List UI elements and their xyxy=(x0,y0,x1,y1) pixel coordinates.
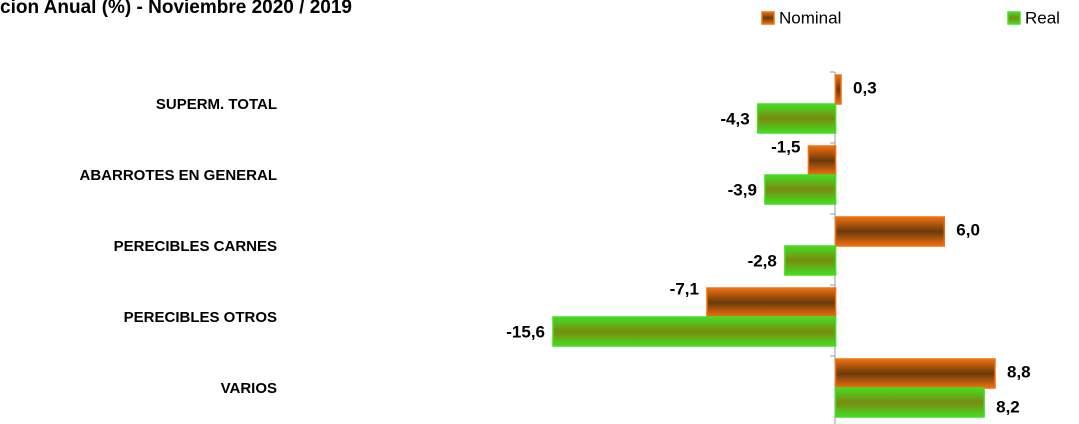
bar xyxy=(834,216,946,247)
bar xyxy=(756,103,837,134)
legend-swatch xyxy=(761,11,775,25)
data-label: -3,9 xyxy=(728,180,757,199)
data-label: -4,3 xyxy=(720,109,749,128)
chart-title: cion Anual (%) - Noviembre 2020 / 2019 xyxy=(0,0,352,18)
data-label: 6,0 xyxy=(956,220,980,239)
bar xyxy=(706,287,837,318)
legend-label: Real xyxy=(1025,8,1060,27)
legend-swatch xyxy=(1007,11,1021,25)
data-label: -2,8 xyxy=(748,251,777,270)
bar xyxy=(834,358,996,389)
data-label: -7,1 xyxy=(670,279,699,298)
y-tick-label: PERECIBLES OTROS xyxy=(124,309,277,326)
y-tick-label: ABARROTES EN GENERAL xyxy=(79,167,277,184)
y-tick-label: PERECIBLES CARNES xyxy=(114,238,277,255)
bar xyxy=(764,174,837,205)
bar xyxy=(784,245,837,276)
bar xyxy=(552,316,837,347)
y-tick-label: VARIOS xyxy=(221,380,277,397)
data-label: 0,3 xyxy=(853,78,877,97)
data-label: -1,5 xyxy=(771,137,800,156)
bar xyxy=(807,145,837,176)
data-label: 8,8 xyxy=(1007,362,1031,381)
data-label: -15,6 xyxy=(506,322,545,341)
bar xyxy=(834,387,985,418)
bar xyxy=(834,74,842,105)
data-label: 8,2 xyxy=(996,397,1020,416)
y-tick-label: SUPERM. TOTAL xyxy=(156,96,277,113)
legend-label: Nominal xyxy=(779,8,841,27)
